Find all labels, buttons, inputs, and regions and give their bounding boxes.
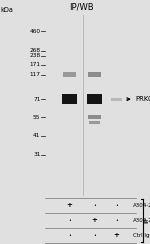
Bar: [111, 98, 122, 101]
Bar: [62, 94, 77, 104]
Text: 41: 41: [33, 133, 40, 138]
Text: 31: 31: [33, 152, 40, 157]
Text: 238: 238: [29, 53, 40, 58]
Text: A304-232A: A304-232A: [133, 203, 150, 208]
Text: PRKCQ: PRKCQ: [135, 96, 150, 102]
Text: +: +: [113, 232, 119, 238]
Text: A304-233A: A304-233A: [133, 218, 150, 223]
Text: •: •: [115, 218, 118, 223]
Bar: [87, 94, 102, 104]
Text: kDa: kDa: [1, 7, 14, 13]
Bar: [88, 72, 101, 77]
Text: 460: 460: [29, 29, 40, 33]
Text: 268: 268: [29, 49, 40, 53]
Bar: [63, 72, 76, 77]
Text: 117: 117: [30, 72, 40, 77]
Text: •: •: [93, 203, 96, 208]
Text: •: •: [115, 203, 118, 208]
Text: IP: IP: [144, 217, 149, 223]
Text: 55: 55: [33, 115, 40, 120]
Bar: [88, 115, 101, 119]
Bar: [89, 121, 100, 124]
Text: 171: 171: [30, 62, 40, 67]
Text: +: +: [66, 202, 72, 208]
Text: •: •: [93, 233, 96, 238]
Text: Ctrl IgG: Ctrl IgG: [133, 233, 150, 238]
Text: +: +: [92, 217, 98, 223]
Text: 71: 71: [33, 97, 40, 102]
Text: •: •: [68, 218, 71, 223]
Text: •: •: [68, 233, 71, 238]
Text: IP/WB: IP/WB: [69, 3, 94, 12]
